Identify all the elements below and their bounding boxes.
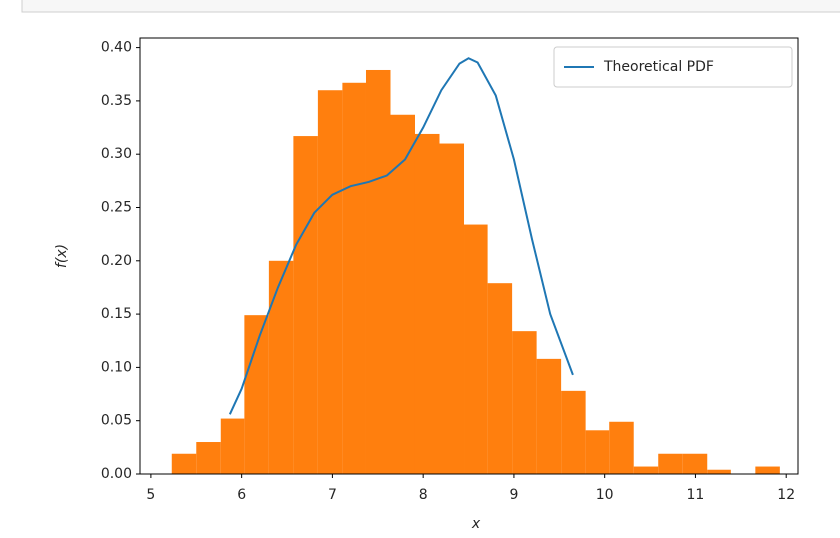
histogram-bar — [609, 421, 634, 474]
x-tick-label: 9 — [509, 487, 518, 503]
x-tick-label: 5 — [146, 487, 155, 503]
histogram-bar — [536, 358, 562, 474]
histogram-bar — [414, 133, 440, 474]
y-tick-label: 0.35 — [101, 93, 132, 109]
axes-frame — [139, 37, 799, 475]
histogram-bar — [439, 143, 465, 474]
pdf-line — [228, 57, 574, 415]
legend-label: Theoretical PDF — [603, 59, 714, 75]
y-tick-label: 0.00 — [101, 466, 132, 482]
legend-box — [553, 46, 793, 88]
x-tick-label: 10 — [596, 487, 614, 503]
histogram-bar — [658, 453, 683, 474]
histogram-bar — [707, 469, 731, 474]
histogram-bar — [244, 315, 269, 474]
x-tick-label: 6 — [237, 487, 246, 503]
histogram-bar — [171, 453, 197, 474]
histogram-bar — [390, 114, 415, 475]
histogram-bar — [585, 430, 610, 474]
histogram-bar — [293, 136, 318, 474]
y-tick-label: 0.40 — [101, 40, 132, 56]
y-tick-label: 0.10 — [101, 359, 132, 375]
y-tick-label: 0.30 — [101, 146, 132, 162]
histogram-bar — [342, 82, 366, 474]
x-tick-label: 12 — [777, 487, 795, 503]
histogram-bar — [317, 90, 343, 475]
histogram-bar — [633, 466, 659, 474]
y-tick-label: 0.25 — [101, 199, 132, 215]
histogram-bar — [464, 224, 488, 474]
histogram-bar — [561, 390, 586, 474]
x-tick-label: 7 — [328, 487, 337, 503]
histogram-bar — [682, 453, 708, 474]
histogram-bar — [196, 442, 221, 474]
x-axis-label: x — [471, 516, 481, 532]
histogram-bar — [487, 283, 513, 474]
y-tick-label: 0.05 — [101, 413, 132, 429]
histogram-bar — [755, 466, 780, 474]
x-tick-label: 11 — [687, 487, 705, 503]
histogram-bar — [220, 418, 245, 474]
histogram-bar — [512, 331, 537, 474]
x-tick-label: 8 — [419, 487, 428, 503]
input-cell — [21, 0, 840, 13]
y-tick-label: 0.15 — [101, 306, 132, 322]
y-axis-label: f(x) — [54, 244, 70, 268]
y-tick-label: 0.20 — [101, 253, 132, 269]
histogram-bar — [268, 260, 294, 474]
histogram-bar — [365, 69, 391, 474]
